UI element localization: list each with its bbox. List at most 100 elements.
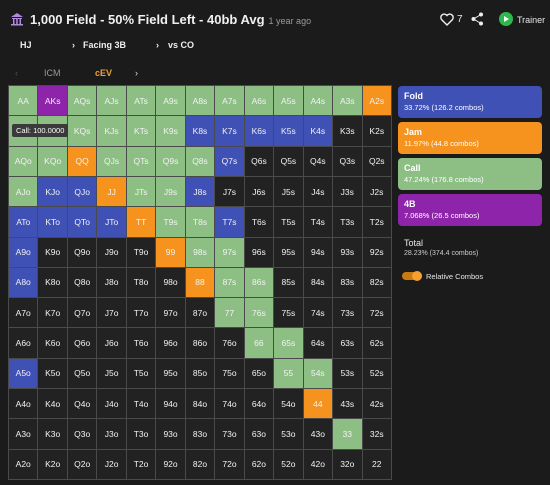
hand-cell[interactable]: A7s — [215, 86, 244, 116]
hand-cell[interactable]: T5s — [274, 207, 303, 237]
hand-cell[interactable]: J2s — [362, 176, 391, 207]
hand-cell[interactable]: J7o — [97, 298, 126, 328]
trainer-icon[interactable] — [499, 12, 513, 26]
hand-cell[interactable]: Q8o — [67, 267, 97, 298]
hand-cell[interactable]: A2o — [9, 449, 38, 479]
hand-cell[interactable]: A7o — [9, 298, 38, 328]
hand-cell[interactable]: 73s — [333, 298, 362, 328]
hand-cell[interactable]: 82o — [185, 449, 215, 479]
hand-cell[interactable]: 73o — [215, 419, 244, 449]
hand-cell[interactable]: A3o — [9, 419, 38, 449]
hand-cell[interactable]: Q5s — [274, 146, 303, 176]
hand-cell[interactable]: J2o — [97, 449, 126, 479]
hand-cell[interactable]: 92o — [156, 449, 185, 479]
hand-cell[interactable]: K9o — [38, 237, 67, 267]
hand-cell[interactable]: 63o — [244, 419, 274, 449]
hand-cell[interactable]: A9o — [9, 237, 38, 267]
hand-cell[interactable]: 87o — [185, 298, 215, 328]
position[interactable]: HJ — [20, 40, 32, 50]
hand-cell[interactable]: J4o — [97, 389, 126, 419]
hand-cell[interactable]: 44 — [303, 389, 333, 419]
hand-cell[interactable]: K7o — [38, 298, 67, 328]
hand-cell[interactable]: K8o — [38, 267, 67, 298]
hand-cell[interactable]: J6s — [244, 176, 274, 207]
hand-cell[interactable]: AJo — [9, 176, 38, 207]
hand-cell[interactable]: AKs — [38, 86, 67, 116]
hand-cell[interactable]: 87s — [215, 267, 244, 298]
hand-cell[interactable]: AJs — [97, 86, 126, 116]
hand-cell[interactable]: 65o — [244, 358, 274, 389]
hand-cell[interactable]: K6s — [244, 116, 274, 146]
hand-cell[interactable]: K4s — [303, 116, 333, 146]
hand-cell[interactable]: 75o — [215, 358, 244, 389]
hand-cell[interactable]: K6o — [38, 328, 67, 358]
hand-cell[interactable]: K2o — [38, 449, 67, 479]
hand-cell[interactable]: T2s — [362, 207, 391, 237]
hand-cell[interactable]: 54o — [274, 389, 303, 419]
hand-cell[interactable]: Q4s — [303, 146, 333, 176]
hand-cell[interactable]: 92s — [362, 237, 391, 267]
hand-cell[interactable]: T9s — [156, 207, 185, 237]
hand-cell[interactable]: JJ — [97, 176, 126, 207]
home-icon[interactable] — [10, 12, 24, 26]
hand-cell[interactable]: 83s — [333, 267, 362, 298]
hand-cell[interactable]: 97o — [156, 298, 185, 328]
hand-cell[interactable]: 22 — [362, 449, 391, 479]
hand-cell[interactable]: QTo — [67, 207, 97, 237]
hand-cell[interactable]: 42s — [362, 389, 391, 419]
hand-cell[interactable]: 32s — [362, 419, 391, 449]
hand-cell[interactable]: 94o — [156, 389, 185, 419]
hand-cell[interactable]: KTs — [126, 116, 156, 146]
hand-cell[interactable]: T6o — [126, 328, 156, 358]
hand-cell[interactable]: 72o — [215, 449, 244, 479]
hand-cell[interactable]: K8s — [185, 116, 215, 146]
hand-cell[interactable]: 52o — [274, 449, 303, 479]
hand-cell[interactable]: KTo — [38, 207, 67, 237]
hand-cell[interactable]: T3o — [126, 419, 156, 449]
hand-cell[interactable]: 98s — [185, 237, 215, 267]
tab-active[interactable]: cEV — [95, 68, 113, 78]
hand-cell[interactable]: A6s — [244, 86, 274, 116]
hand-cell[interactable]: 53o — [274, 419, 303, 449]
hand-cell[interactable]: J9s — [156, 176, 185, 207]
hand-cell[interactable]: T8s — [185, 207, 215, 237]
trainer-button[interactable]: Trainer — [517, 15, 546, 25]
hand-cell[interactable]: 64s — [303, 328, 333, 358]
hand-cell[interactable]: AQs — [67, 86, 97, 116]
hand-cell[interactable]: 95o — [156, 358, 185, 389]
hand-cell[interactable]: T7o — [126, 298, 156, 328]
hand-cell[interactable]: T5o — [126, 358, 156, 389]
hand-cell[interactable]: 62s — [362, 328, 391, 358]
hand-cell[interactable]: 66 — [244, 328, 274, 358]
hand-cell[interactable]: Q9s — [156, 146, 185, 176]
hand-cell[interactable]: 96s — [244, 237, 274, 267]
hand-cell[interactable]: 85s — [274, 267, 303, 298]
hand-cell[interactable]: 85o — [185, 358, 215, 389]
hand-cell[interactable]: Q3o — [67, 419, 97, 449]
hand-cell[interactable]: JTs — [126, 176, 156, 207]
hand-cell[interactable]: A5s — [274, 86, 303, 116]
hand-cell[interactable]: 64o — [244, 389, 274, 419]
hand-cell[interactable]: 96o — [156, 328, 185, 358]
hand-cell[interactable]: Q2s — [362, 146, 391, 176]
opponent[interactable]: vs CO — [168, 40, 195, 50]
hand-cell[interactable]: J8s — [185, 176, 215, 207]
hand-cell[interactable]: J3o — [97, 419, 126, 449]
hand-cell[interactable]: 86o — [185, 328, 215, 358]
hand-cell[interactable]: T7s — [215, 207, 244, 237]
hand-cell[interactable]: T8o — [126, 267, 156, 298]
hand-cell[interactable]: T2o — [126, 449, 156, 479]
hand-cell[interactable]: KJo — [38, 176, 67, 207]
hand-cell[interactable]: K2s — [362, 116, 391, 146]
hand-cell[interactable]: 95s — [274, 237, 303, 267]
hand-cell[interactable]: 82s — [362, 267, 391, 298]
hand-cell[interactable]: J9o — [97, 237, 126, 267]
hand-cell[interactable]: 76s — [244, 298, 274, 328]
hand-cell[interactable]: KQo — [38, 146, 67, 176]
hand-cell[interactable]: AA — [9, 86, 38, 116]
hand-cell[interactable]: Q4o — [67, 389, 97, 419]
hand-cell[interactable]: Q6o — [67, 328, 97, 358]
hand-cell[interactable]: Q8s — [185, 146, 215, 176]
hand-cell[interactable]: 43o — [303, 419, 333, 449]
hand-cell[interactable]: 74o — [215, 389, 244, 419]
